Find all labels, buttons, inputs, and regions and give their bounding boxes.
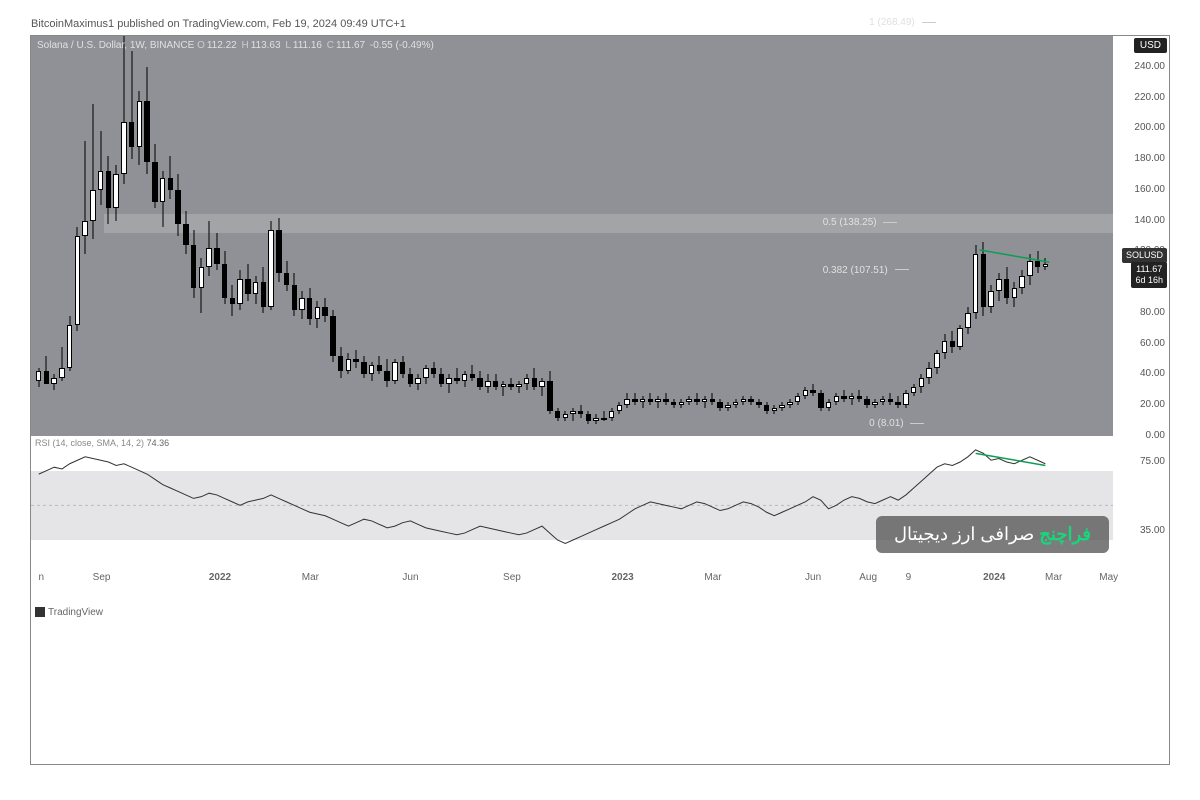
tv-logo-icon [35, 607, 45, 617]
ohlc-low: 111.16 [293, 40, 322, 51]
rsi-header: RSI (14, close, SMA, 14, 2) 74.36 [35, 438, 169, 448]
pair-label: Solana / U.S. Dollar, 1W, BINANCE [37, 40, 194, 51]
main-chart[interactable]: Solana / U.S. Dollar, 1W, BINANCE O112.2… [31, 36, 1115, 436]
ohlc-close: 111.67 [336, 40, 365, 51]
chart-frame: BitcoinMaximus1 published on TradingView… [30, 35, 1170, 765]
ohlc-high: 113.63 [251, 40, 281, 51]
currency-tag: USD [1134, 38, 1167, 53]
tradingview-watermark: TradingView [35, 607, 103, 618]
ohlc-open: 112.22 [207, 40, 237, 51]
y-axis: USD 0.0020.0040.0060.0080.00100.00120.00… [1113, 36, 1169, 566]
brand-accent: فراچنج [1039, 524, 1091, 544]
ohlc-change: -0.55 (-0.49%) [370, 40, 434, 51]
chart-header: Solana / U.S. Dollar, 1W, BINANCE O112.2… [31, 36, 1115, 56]
brand-overlay: فراچنج صرافی ارز دیجیتال [876, 516, 1109, 553]
published-text: BitcoinMaximus1 published on TradingView… [31, 18, 406, 30]
brand-text: صرافی ارز دیجیتال [894, 524, 1034, 544]
x-axis: nSep2022MarJunSep2023MarJunAug92024MarMa… [31, 566, 1169, 596]
